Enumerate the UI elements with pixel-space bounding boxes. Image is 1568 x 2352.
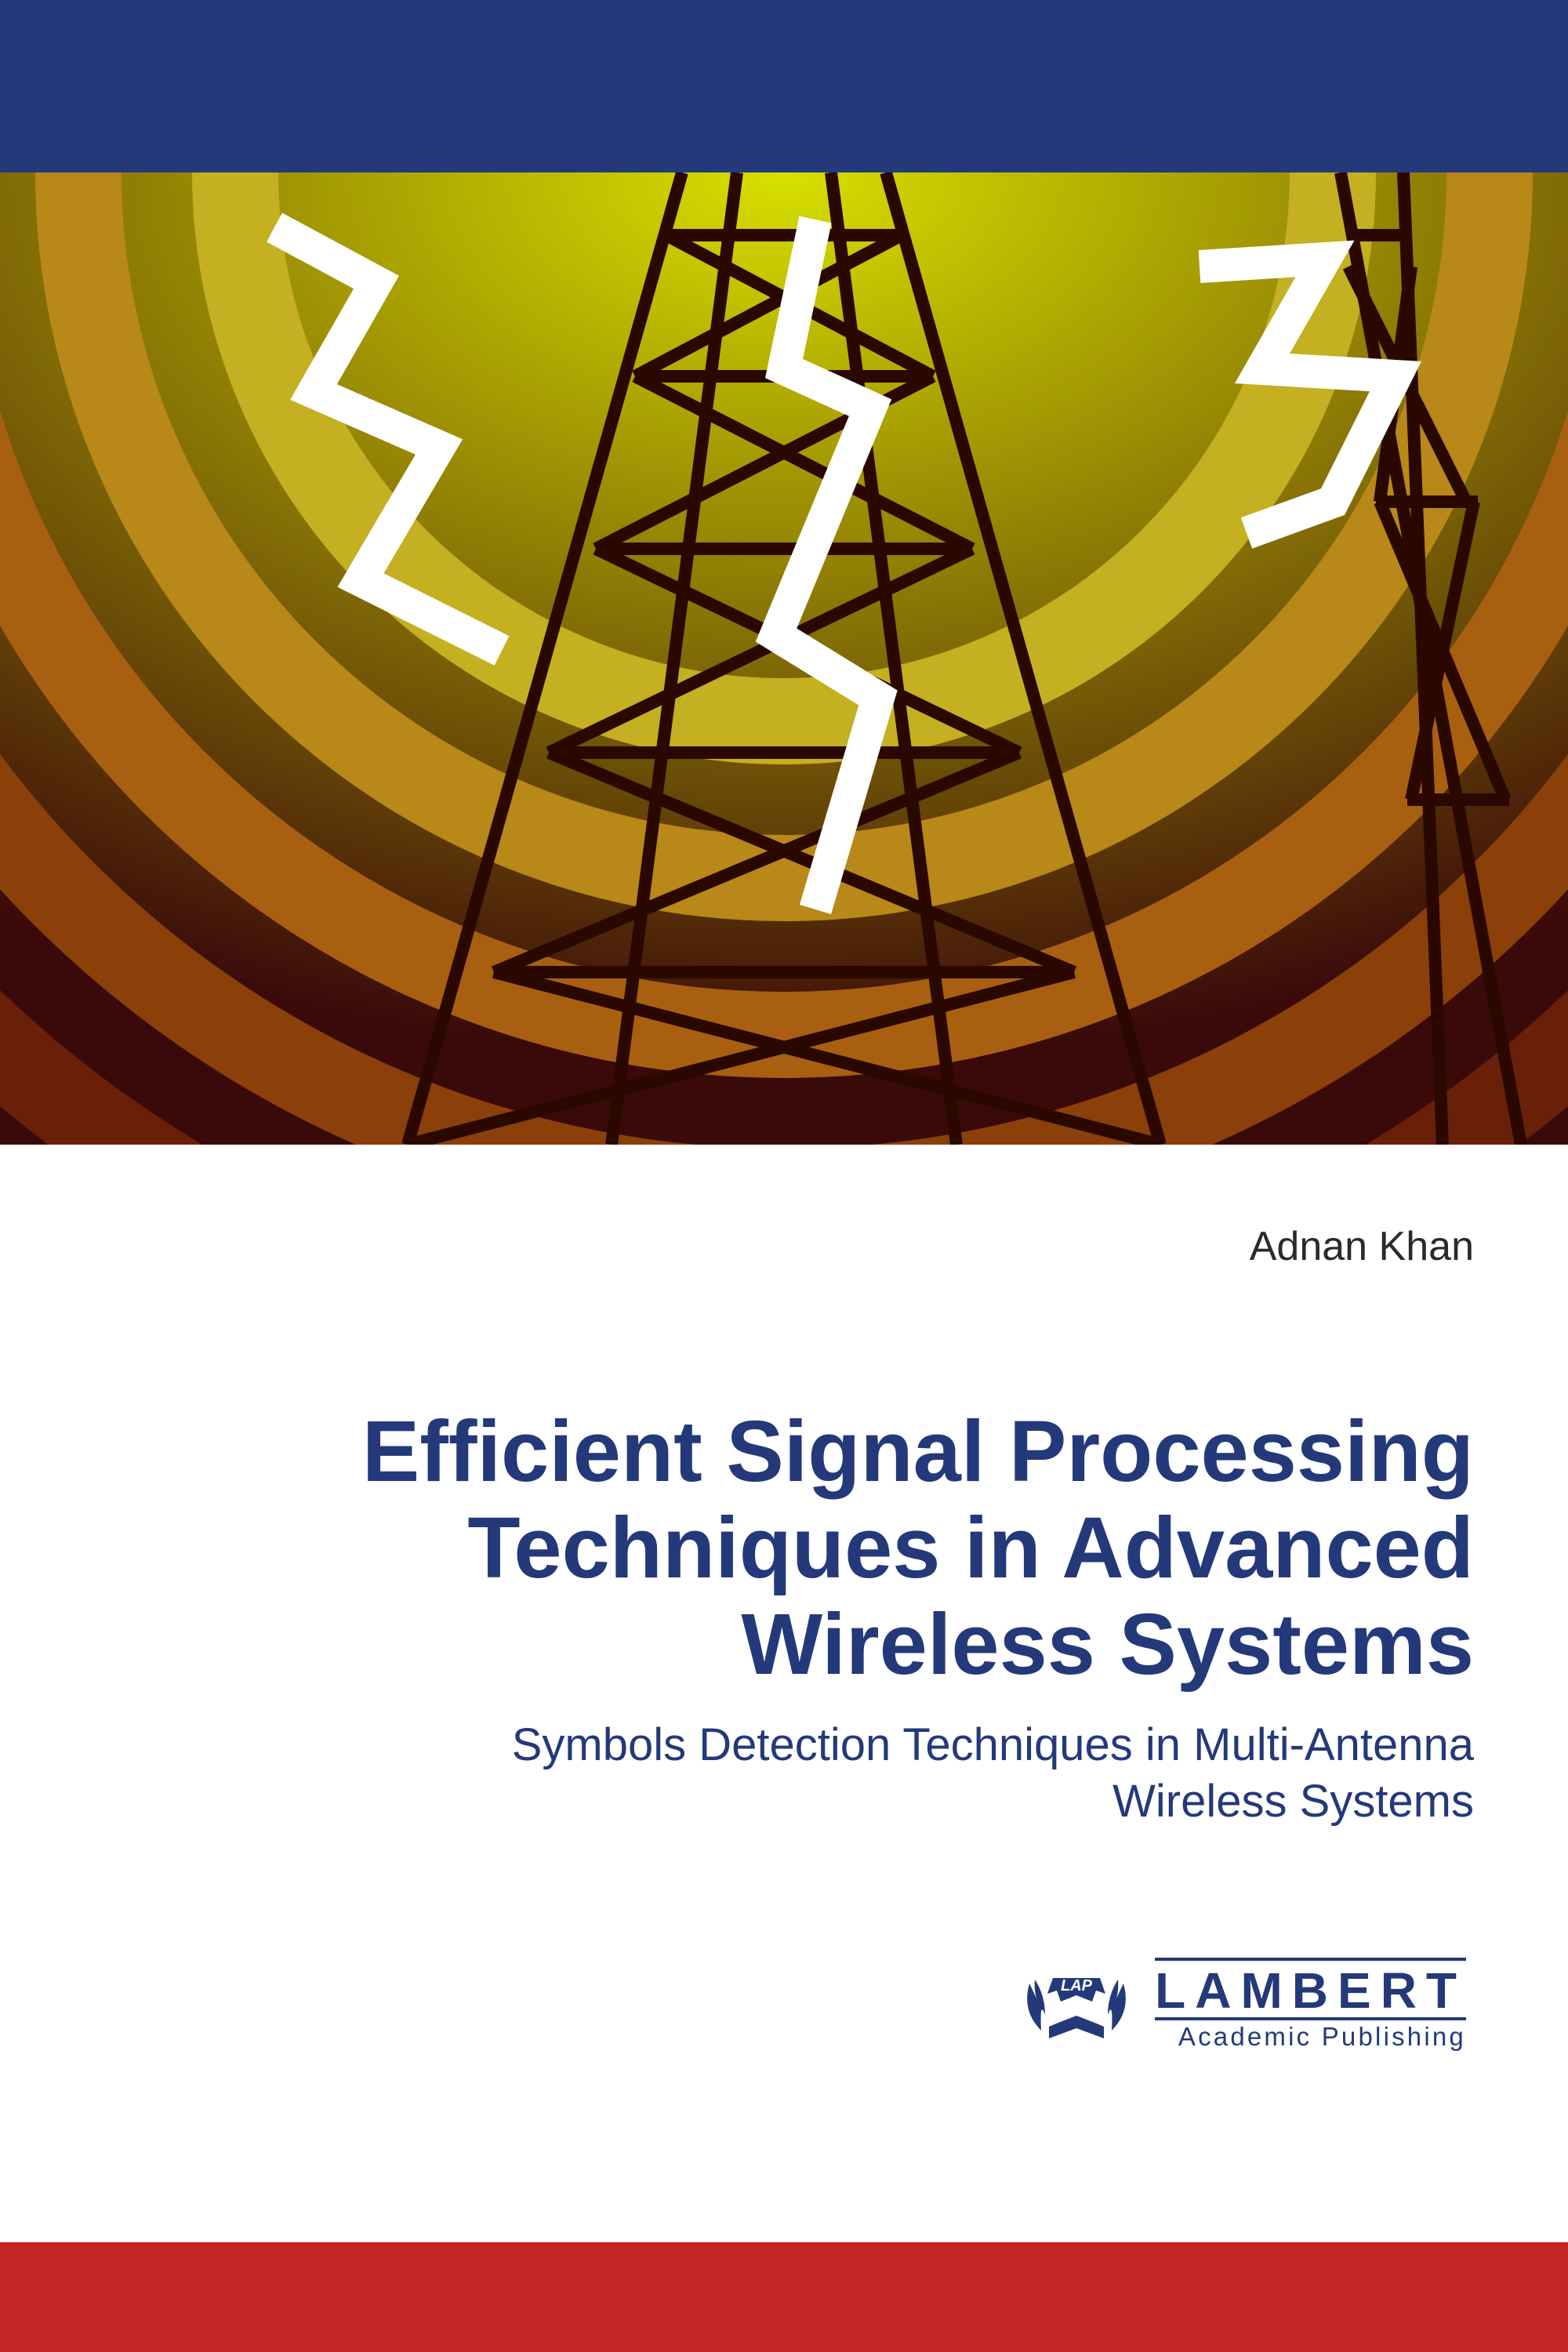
- publisher-text: LAMBERT Academic Publishing: [1155, 1958, 1466, 2052]
- tower-signal-illustration: [0, 172, 1568, 1145]
- publisher-block: LAP LAMBERT Academic Publishing: [1018, 1956, 1466, 2054]
- bottom-color-bar: [0, 2242, 1568, 2352]
- author-name: Adnan Khan: [1250, 1223, 1474, 1270]
- publisher-logo-icon: LAP: [1018, 1956, 1135, 2054]
- book-subtitle: Symbols Detection Techniques in Multi-An…: [512, 1717, 1474, 1831]
- top-color-bar: [0, 0, 1568, 172]
- publisher-tagline: Academic Publishing: [1155, 2022, 1466, 2052]
- subtitle-line: Symbols Detection Techniques in Multi-An…: [512, 1717, 1474, 1774]
- publisher-badge-text: LAP: [1061, 1977, 1093, 1994]
- book-cover: Adnan Khan Efficient Signal Processing T…: [0, 0, 1568, 2352]
- cover-artwork: [0, 172, 1568, 1145]
- publisher-name: LAMBERT: [1155, 1958, 1466, 2020]
- title-line: Techniques in Advanced: [362, 1500, 1474, 1596]
- subtitle-line: Wireless Systems: [512, 1773, 1474, 1831]
- title-line: Wireless Systems: [362, 1596, 1474, 1693]
- text-block: Adnan Khan Efficient Signal Processing T…: [0, 1145, 1568, 2242]
- book-title: Efficient Signal Processing Techniques i…: [362, 1403, 1474, 1693]
- title-line: Efficient Signal Processing: [362, 1403, 1474, 1500]
